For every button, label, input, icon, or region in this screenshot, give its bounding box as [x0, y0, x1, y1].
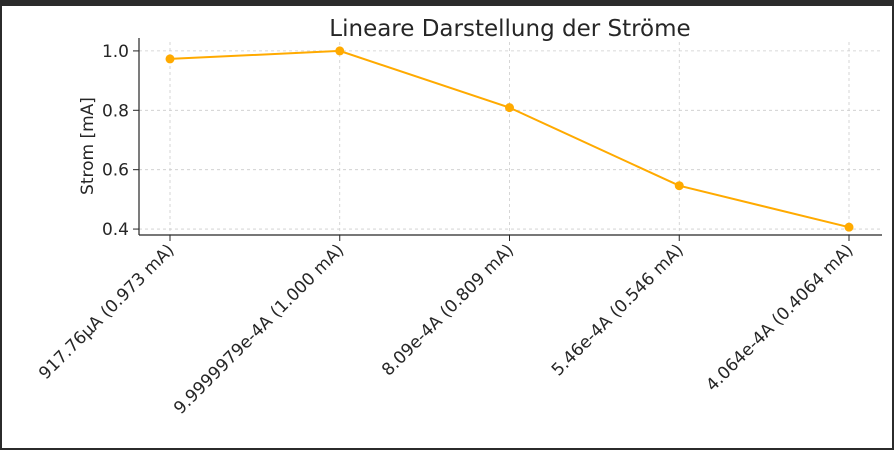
line-chart: Lineare Darstellung der Ströme Strom [mA…	[35, 16, 882, 419]
chart-title: Lineare Darstellung der Ströme	[329, 16, 690, 42]
x-tick-label: 917.76µA (0.973 mA)	[35, 240, 178, 383]
y-tick-label: 0.8	[102, 101, 129, 121]
grid-lines	[139, 42, 882, 235]
y-tick-label: 1.0	[102, 42, 129, 62]
data-point	[674, 181, 684, 191]
x-ticks: 917.76µA (0.973 mA)9.9999979e-4A (1.000 …	[35, 235, 858, 419]
data-point	[505, 103, 514, 113]
y-tick-label: 0.6	[102, 161, 129, 181]
data-point	[844, 222, 854, 232]
x-tick-label: 4.064e-4A (0.4064 mA)	[702, 240, 857, 395]
x-tick-label: 9.9999979e-4A (1.000 mA)	[170, 240, 348, 418]
data-series	[165, 46, 854, 232]
x-tick-label: 8.09e-4A (0.809 mA)	[378, 240, 518, 380]
chart-frame: Lineare Darstellung der Ströme Strom [mA…	[2, 6, 892, 448]
y-tick-label: 0.4	[102, 220, 129, 240]
data-point	[335, 46, 345, 56]
x-tick-label: 5.46e-4A (0.546 mA)	[548, 240, 688, 380]
data-point	[165, 54, 175, 64]
y-axis-title: Strom [mA]	[78, 97, 98, 195]
y-ticks: 0.4 0.6 0.8 1.0	[102, 42, 139, 240]
axes	[138, 38, 882, 236]
